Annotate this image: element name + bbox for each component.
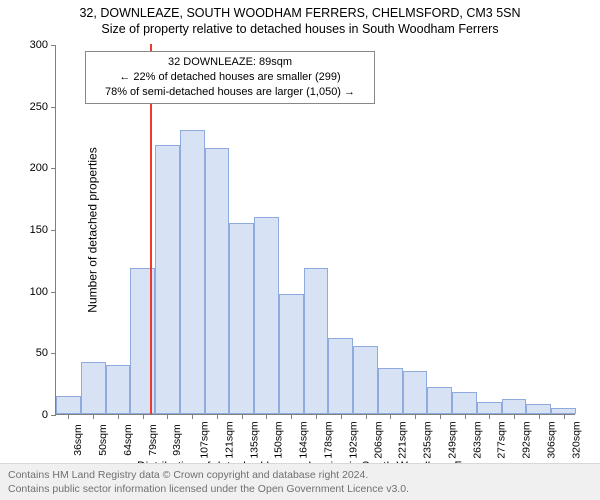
x-tick	[167, 414, 168, 419]
histogram-bar	[155, 145, 180, 414]
x-tick-label: 277sqm	[496, 421, 508, 458]
histogram-bar	[353, 346, 378, 414]
histogram-bar	[452, 392, 477, 414]
y-tick-label: 50	[16, 347, 48, 359]
y-tick-label: 300	[16, 39, 48, 51]
x-tick	[440, 414, 441, 419]
x-tick	[341, 414, 342, 419]
x-tick	[93, 414, 94, 419]
x-tick-label: 221sqm	[397, 421, 409, 458]
histogram-bar	[304, 268, 329, 414]
x-tick-label: 164sqm	[298, 421, 310, 458]
x-tick	[242, 414, 243, 419]
x-tick	[514, 414, 515, 419]
x-tick-label: 235sqm	[422, 421, 434, 458]
chart-area: Number of detached properties 0501001502…	[55, 45, 575, 415]
x-tick-label: 206sqm	[372, 421, 384, 458]
x-tick-label: 121sqm	[224, 421, 236, 458]
y-tick-line	[51, 168, 56, 169]
histogram-bar	[180, 130, 205, 414]
y-tick-line	[51, 230, 56, 231]
x-tick	[539, 414, 540, 419]
x-tick	[366, 414, 367, 419]
histogram-bar	[279, 294, 304, 414]
histogram-bar	[205, 148, 230, 414]
chart-title-main: 32, DOWNLEAZE, SOUTH WOODHAM FERRERS, CH…	[0, 0, 600, 20]
y-tick-label: 100	[16, 286, 48, 298]
chart-title-sub: Size of property relative to detached ho…	[0, 20, 600, 36]
histogram-bar	[526, 404, 551, 414]
x-tick	[266, 414, 267, 419]
y-tick-line	[51, 415, 56, 416]
x-tick	[390, 414, 391, 419]
histogram-bar	[378, 368, 403, 414]
x-tick-label: 178sqm	[323, 421, 335, 458]
annotation-line: 32 DOWNLEAZE: 89sqm	[94, 55, 366, 70]
x-tick-label: 135sqm	[248, 421, 260, 458]
histogram-bar	[106, 365, 131, 414]
x-tick-label: 79sqm	[146, 424, 158, 456]
x-tick-label: 50sqm	[97, 424, 109, 456]
footer-line-1: Contains HM Land Registry data © Crown c…	[8, 468, 592, 482]
y-tick-line	[51, 353, 56, 354]
x-tick-label: 192sqm	[347, 421, 359, 458]
x-tick	[415, 414, 416, 419]
histogram-bar	[328, 338, 353, 414]
x-tick	[489, 414, 490, 419]
x-tick	[465, 414, 466, 419]
x-tick	[217, 414, 218, 419]
histogram-bar	[502, 399, 527, 414]
footer-line-2: Contains public sector information licen…	[8, 482, 592, 496]
x-tick	[316, 414, 317, 419]
x-tick-label: 306sqm	[546, 421, 558, 458]
x-tick	[564, 414, 565, 419]
footer: Contains HM Land Registry data © Crown c…	[0, 463, 600, 500]
x-tick	[118, 414, 119, 419]
histogram-bar	[56, 396, 81, 415]
y-tick-label: 0	[16, 409, 48, 421]
x-tick	[192, 414, 193, 419]
x-tick-label: 107sqm	[199, 421, 211, 458]
x-tick	[291, 414, 292, 419]
y-tick-label: 200	[16, 162, 48, 174]
annotation-line: ← 22% of detached houses are smaller (29…	[94, 70, 366, 85]
y-tick-line	[51, 292, 56, 293]
x-tick	[68, 414, 69, 419]
x-tick-label: 320sqm	[570, 421, 582, 458]
histogram-bar	[229, 223, 254, 414]
histogram-bar	[254, 217, 279, 414]
histogram-bar	[427, 387, 452, 414]
x-tick-label: 64sqm	[122, 424, 134, 456]
histogram-bar	[477, 402, 502, 414]
histogram-bar	[403, 371, 428, 414]
x-tick-label: 93sqm	[171, 424, 183, 456]
y-tick-line	[51, 45, 56, 46]
x-tick-label: 36sqm	[72, 424, 84, 456]
histogram-bar	[81, 362, 106, 414]
x-tick-label: 150sqm	[273, 421, 285, 458]
y-tick-line	[51, 107, 56, 108]
x-tick	[143, 414, 144, 419]
annotation-box: 32 DOWNLEAZE: 89sqm← 22% of detached hou…	[85, 51, 375, 104]
y-tick-label: 250	[16, 101, 48, 113]
x-tick-label: 249sqm	[446, 421, 458, 458]
annotation-line: 78% of semi-detached houses are larger (…	[94, 85, 366, 100]
y-tick-label: 150	[16, 224, 48, 236]
x-tick-label: 292sqm	[521, 421, 533, 458]
x-tick-label: 263sqm	[471, 421, 483, 458]
